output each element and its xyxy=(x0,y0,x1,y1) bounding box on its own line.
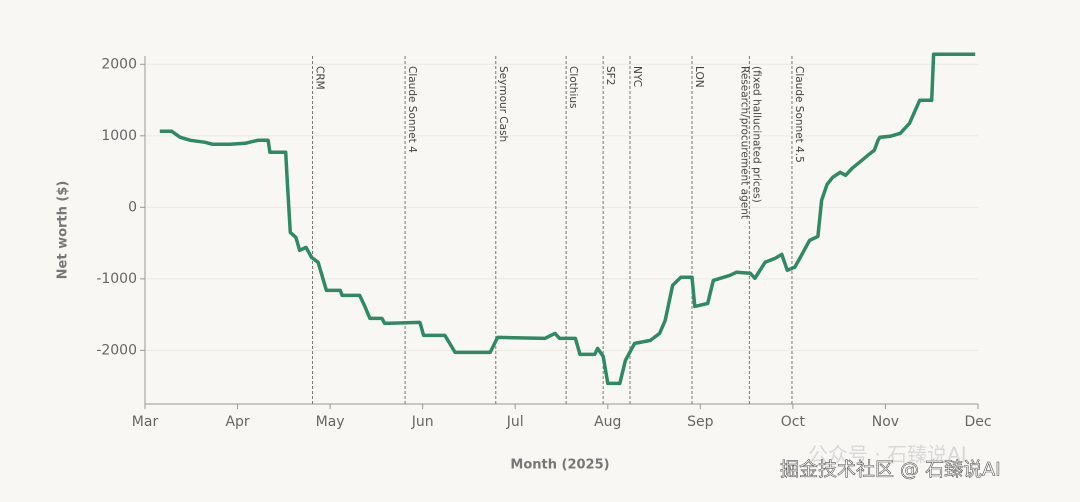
x-tick-label: Apr xyxy=(225,414,249,430)
x-tick-label: Sep xyxy=(687,414,714,430)
line-series xyxy=(159,52,976,386)
annotation-label: NYC xyxy=(631,66,643,87)
y-tick-label: 0 xyxy=(128,199,137,215)
annotation-label: Clothius xyxy=(567,66,579,109)
x-tick-label: Oct xyxy=(781,414,806,430)
annotation-label: LON xyxy=(693,66,705,88)
y-tick-label: 1000 xyxy=(101,128,137,144)
watermark-faint: 公众号 · 石臻说AI xyxy=(808,443,967,467)
x-tick-label: Nov xyxy=(872,414,899,430)
y-tick-label: -2000 xyxy=(96,342,137,358)
watermark-main: 掘金技术社区 @ 石臻说AI xyxy=(780,459,1001,481)
annotation-label: (fixed hallucinated prices) xyxy=(750,66,762,203)
y-axis-label: Net worth ($) xyxy=(56,181,71,280)
annotation-label: Research/procurement agent xyxy=(738,66,750,219)
annotation-label: CRM xyxy=(314,66,326,90)
annotation-label: SF2 xyxy=(604,66,616,85)
annotation-label: Seymour Cash xyxy=(497,66,509,142)
x-tick-label: Jul xyxy=(506,414,524,430)
y-tick-label: -1000 xyxy=(96,271,137,287)
x-tick-label: Dec xyxy=(964,414,991,430)
x-tick-label: Aug xyxy=(594,414,621,430)
annotation-label: Claude Sonnet 4.5 xyxy=(793,66,805,163)
x-axis-label: Month (2025) xyxy=(510,458,609,473)
y-tick-label: 2000 xyxy=(101,56,137,72)
x-tick-label: May xyxy=(316,414,345,430)
annotation-label: Claude Sonnet 4 xyxy=(406,66,418,153)
x-tick-label: Mar xyxy=(132,414,159,430)
x-tick-label: Jun xyxy=(411,414,434,430)
